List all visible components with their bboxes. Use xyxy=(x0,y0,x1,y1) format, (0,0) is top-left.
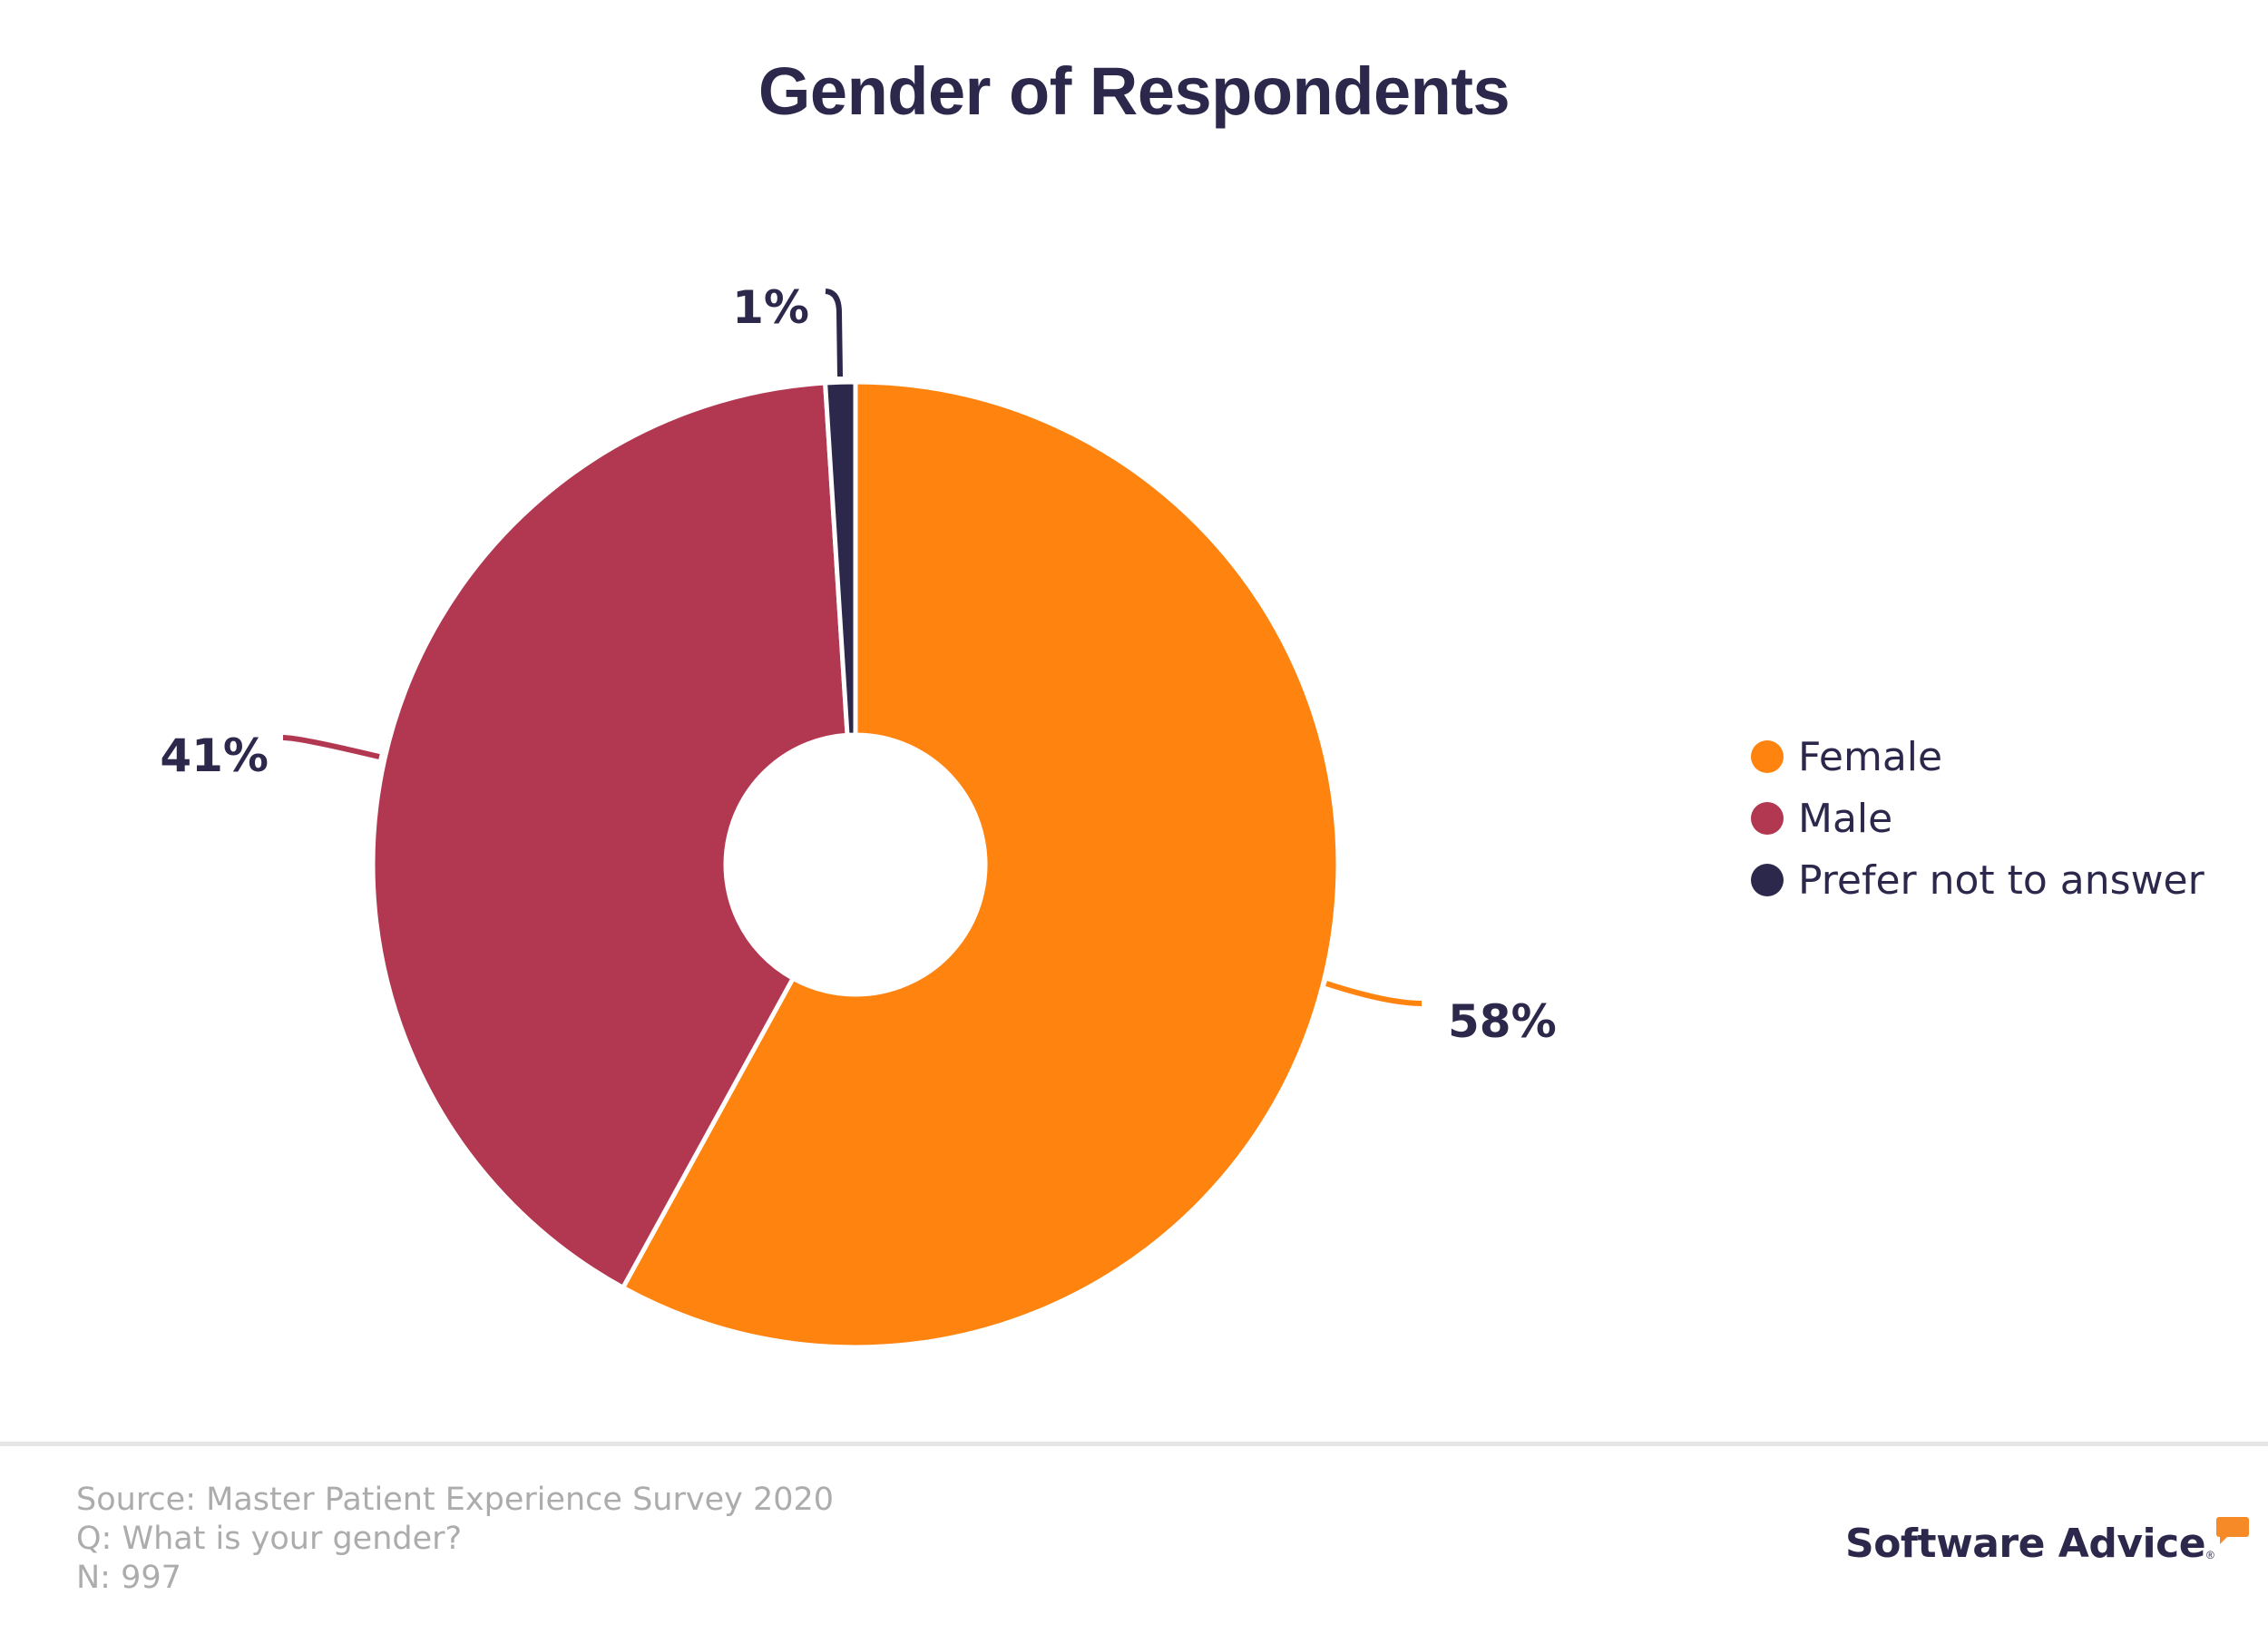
legend-label: Prefer not to answer xyxy=(1798,856,2204,904)
registered-mark: ® xyxy=(2206,1549,2214,1561)
legend-swatch-prefer-not xyxy=(1751,864,1784,896)
slice-prefer-not-to-answer xyxy=(822,379,858,738)
legend-swatch-male xyxy=(1751,802,1784,835)
legend-label: Male xyxy=(1798,795,1893,842)
donut-chart: 58% 41% 1% xyxy=(160,281,1557,1350)
speech-bubble-icon xyxy=(2215,1517,2249,1544)
slice-male xyxy=(370,380,850,1291)
question-note: Q: What is your gender? xyxy=(76,1521,463,1557)
legend-item-prefer-not: Prefer not to answer xyxy=(1751,849,2204,911)
slice-female xyxy=(620,379,1341,1350)
legend-label: Female xyxy=(1798,733,1943,780)
legend-item-male: Male xyxy=(1751,788,2204,849)
software-advice-logo: Software Advice ® xyxy=(1845,1517,2249,1567)
leader-line-male xyxy=(282,735,380,759)
data-label-prefer-not-to-answer: 1% xyxy=(732,281,809,334)
slices-group xyxy=(370,379,1341,1350)
logo-wordmark: Software Advice xyxy=(1845,1521,2206,1567)
chart-title: Gender of Respondents xyxy=(758,54,1510,129)
legend-item-female: Female xyxy=(1751,726,2204,788)
legend-swatch-female xyxy=(1751,740,1784,773)
source-note: Source: Master Patient Experience Survey… xyxy=(76,1482,835,1518)
leader-line-prefer-not-to-answer xyxy=(825,289,843,377)
leaders-group xyxy=(282,289,1422,1006)
labels-group: 58% 41% 1% xyxy=(160,281,1556,1048)
footer-divider xyxy=(0,1442,2268,1446)
footer-notes: Source: Master Patient Experience Survey… xyxy=(76,1481,834,1598)
leader-line-female xyxy=(1325,981,1422,1006)
data-label-female: 58% xyxy=(1448,995,1557,1048)
sample-size-note: N: 997 xyxy=(76,1560,181,1596)
legend: Female Male Prefer not to answer xyxy=(1751,726,2204,911)
data-label-male: 41% xyxy=(160,729,269,782)
